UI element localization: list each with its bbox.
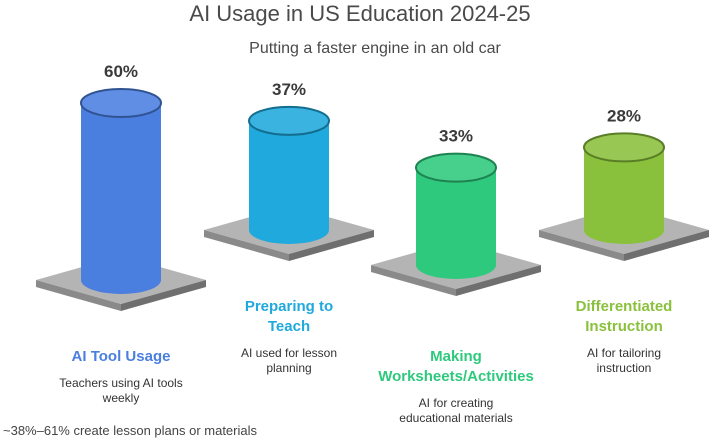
bar-body	[584, 147, 664, 244]
category-label-making-worksheets-activities: Making Worksheets/Activities	[378, 348, 534, 385]
value-label-making-worksheets-activities: 33%	[439, 127, 473, 146]
bar-making-worksheets-activities	[415, 152, 497, 279]
category-label-preparing-to-teach: Preparing to Teach	[245, 298, 333, 335]
value-label-differentiated-instruction: 28%	[607, 106, 641, 125]
bar-top	[248, 105, 330, 136]
bar-ai-tool-usage	[80, 88, 162, 294]
chart-subtitle: Putting a faster engine in an old car	[249, 40, 501, 57]
bar-body	[81, 103, 161, 294]
platform-side-left	[371, 265, 456, 296]
category-description-ai-tool-usage: Teachers using AI tools weekly	[59, 376, 182, 405]
platform-side-right	[121, 280, 206, 311]
footnote: ~38%–61% create lesson plans or material…	[3, 423, 258, 438]
platform-side-left	[36, 280, 121, 311]
bar-top	[80, 88, 162, 118]
category-label-differentiated-instruction: Differentiated Instruction	[576, 298, 673, 335]
platform-side-right	[624, 230, 709, 261]
bar-top	[583, 132, 665, 163]
platform-side-left	[204, 230, 289, 261]
bar-preparing-to-teach	[248, 105, 330, 244]
category-description-preparing-to-teach: AI used for lesson planning	[241, 346, 337, 375]
bar-differentiated-instruction	[583, 132, 665, 244]
category-label-ai-tool-usage: AI Tool Usage	[72, 348, 171, 365]
category-description-making-worksheets-activities: AI for creating educational materials	[399, 396, 512, 425]
bar-body	[416, 167, 496, 279]
value-label-preparing-to-teach: 37%	[272, 80, 306, 99]
bar-top	[415, 152, 497, 183]
category-description-differentiated-instruction: AI for tailoring instruction	[587, 346, 661, 375]
platform-side-right	[456, 265, 541, 296]
platform-side-left	[539, 230, 624, 261]
labels-group: 60% AI Tool Usage Teachers using AI tools w…	[59, 62, 672, 425]
platform-side-right	[289, 230, 374, 261]
bars-group	[36, 88, 709, 311]
bar-body	[249, 120, 329, 244]
value-label-ai-tool-usage: 60%	[104, 62, 138, 81]
chart-title: AI Usage in US Education 2024-25	[189, 1, 530, 26]
